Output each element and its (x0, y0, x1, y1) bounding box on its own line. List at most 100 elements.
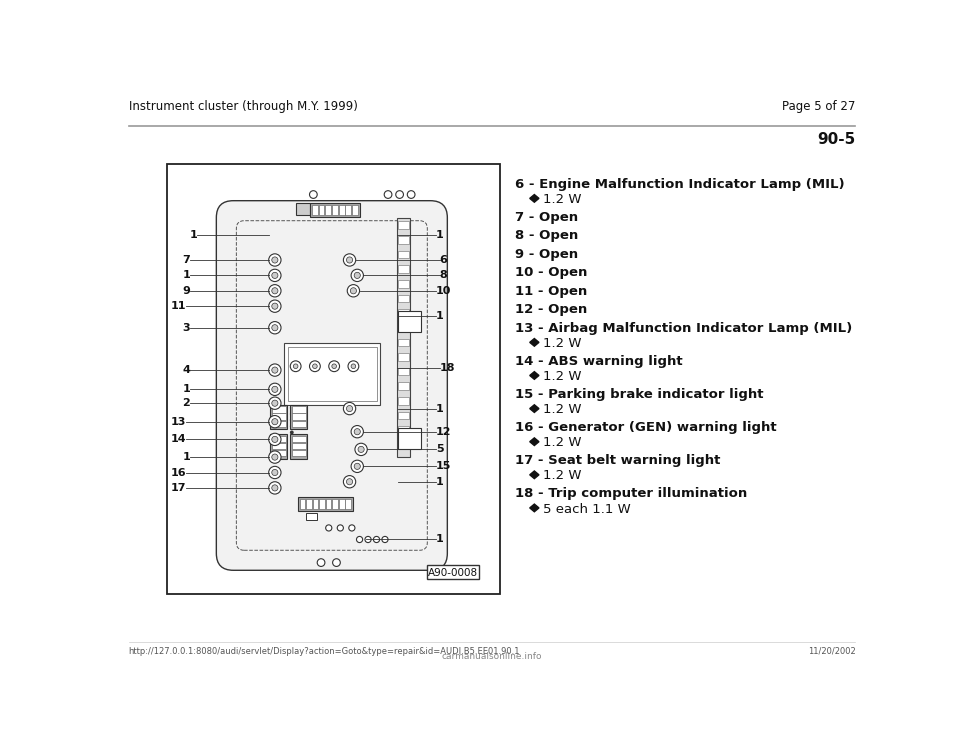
Circle shape (269, 364, 281, 376)
Circle shape (358, 447, 364, 453)
Bar (332, 205, 338, 215)
Bar (398, 280, 409, 288)
Text: 12 - Open: 12 - Open (516, 303, 588, 316)
Bar (398, 427, 409, 434)
Text: 16 - Generator (GEN) warning light: 16 - Generator (GEN) warning light (516, 421, 777, 434)
Bar (312, 205, 318, 215)
Circle shape (269, 300, 281, 312)
Bar (352, 205, 358, 215)
Text: 14: 14 (171, 434, 186, 444)
Text: 15: 15 (436, 462, 451, 471)
Text: 10: 10 (436, 286, 451, 296)
Text: 8: 8 (440, 270, 447, 280)
Bar (298, 497, 353, 511)
Bar (426, 565, 479, 579)
Circle shape (272, 400, 278, 407)
Circle shape (382, 536, 388, 542)
Circle shape (272, 367, 278, 373)
Bar (396, 218, 410, 457)
Text: Instrument cluster (through M.Y. 1999): Instrument cluster (through M.Y. 1999) (129, 100, 357, 113)
Text: 4: 4 (182, 365, 190, 375)
Text: 1: 1 (182, 452, 190, 462)
Text: 3: 3 (182, 323, 190, 332)
Circle shape (269, 285, 281, 297)
Bar (398, 338, 409, 347)
Text: 9 - Open: 9 - Open (516, 248, 578, 260)
Text: 90-5: 90-5 (817, 132, 855, 147)
Bar (290, 404, 307, 430)
Circle shape (284, 424, 288, 428)
Text: 5: 5 (436, 444, 444, 454)
Polygon shape (530, 338, 539, 347)
Circle shape (351, 364, 356, 369)
Bar (346, 205, 351, 215)
Bar (292, 421, 305, 427)
Bar (292, 443, 305, 449)
Bar (292, 407, 305, 413)
Circle shape (269, 321, 281, 334)
Circle shape (272, 485, 278, 491)
Text: 17 - Seat belt warning light: 17 - Seat belt warning light (516, 454, 720, 467)
Bar (306, 499, 312, 510)
Text: A90-0008: A90-0008 (427, 568, 478, 578)
Bar (398, 251, 409, 258)
Bar (398, 221, 409, 229)
Bar (305, 513, 317, 520)
Text: 11 - Open: 11 - Open (516, 285, 588, 298)
Circle shape (296, 412, 300, 416)
Circle shape (269, 397, 281, 410)
Circle shape (277, 418, 281, 422)
Circle shape (347, 257, 352, 263)
Circle shape (272, 303, 278, 309)
Bar (325, 499, 331, 510)
Circle shape (325, 525, 332, 531)
Circle shape (272, 325, 278, 331)
Text: 11: 11 (171, 301, 186, 311)
Text: 6: 6 (440, 255, 447, 265)
Bar (292, 436, 305, 442)
Circle shape (296, 424, 300, 428)
Bar (398, 428, 421, 450)
Text: carmanualsonline.info: carmanualsonline.info (442, 652, 542, 661)
Bar (398, 412, 409, 419)
Circle shape (396, 191, 403, 198)
Text: 8 - Open: 8 - Open (516, 229, 578, 242)
Text: 1: 1 (182, 270, 190, 280)
Circle shape (407, 191, 415, 198)
Circle shape (354, 429, 360, 435)
Bar (398, 311, 421, 332)
Circle shape (348, 285, 360, 297)
Circle shape (351, 425, 364, 438)
Circle shape (350, 288, 356, 294)
Circle shape (272, 272, 278, 278)
Bar (398, 397, 409, 404)
Bar (272, 413, 286, 420)
Circle shape (355, 443, 368, 456)
Text: 1.2 W: 1.2 W (542, 193, 582, 206)
Text: 1.2 W: 1.2 W (542, 370, 582, 383)
Circle shape (290, 424, 294, 428)
Bar (398, 368, 409, 375)
Bar (398, 353, 409, 361)
Circle shape (344, 476, 356, 488)
Circle shape (269, 433, 281, 445)
Circle shape (269, 451, 281, 463)
Text: 1: 1 (436, 477, 444, 487)
Circle shape (348, 361, 359, 372)
Text: 1: 1 (189, 230, 197, 240)
Bar (272, 443, 286, 449)
Circle shape (290, 412, 294, 416)
FancyBboxPatch shape (216, 200, 447, 571)
Circle shape (269, 466, 281, 479)
Circle shape (290, 361, 301, 372)
Bar (167, 165, 500, 594)
Text: 15 - Parking brake indicator light: 15 - Parking brake indicator light (516, 388, 763, 401)
Circle shape (344, 254, 356, 266)
Circle shape (344, 402, 356, 415)
Text: 10 - Open: 10 - Open (516, 266, 588, 279)
Circle shape (269, 416, 281, 428)
Text: 1: 1 (436, 404, 444, 413)
Polygon shape (530, 504, 539, 512)
Bar (272, 450, 286, 456)
Bar (398, 309, 409, 317)
